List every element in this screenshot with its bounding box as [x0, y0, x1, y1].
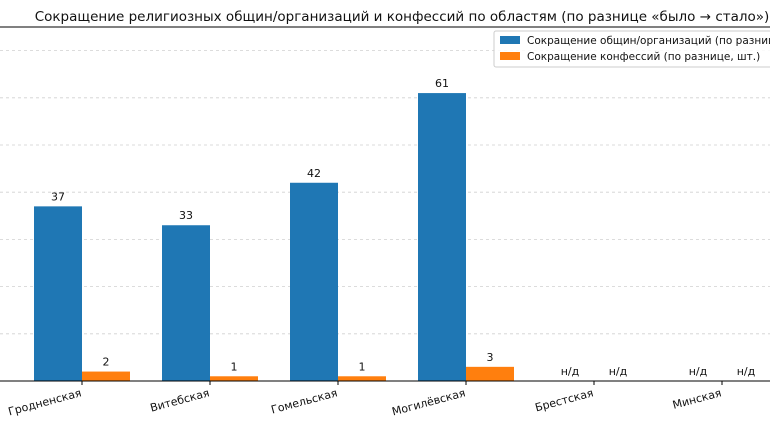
legend-label-communities: Сокращение общин/организаций (по разнице [527, 35, 770, 47]
data-label-communities: н/д [689, 365, 708, 378]
bar-confessions [82, 371, 130, 381]
data-label-communities: 37 [51, 190, 65, 203]
bars [34, 93, 514, 381]
bar-confessions [210, 376, 258, 381]
grid-lines [0, 50, 770, 335]
data-label-confessions: 1 [359, 360, 366, 373]
x-tick-label: Брестская [534, 386, 595, 414]
bar-communities [162, 225, 210, 381]
data-label-confessions: н/д [609, 365, 628, 378]
legend-label-confessions: Сокращение конфессий (по разнице, шт.) [527, 51, 760, 63]
data-labels: 37 2 33 1 42 1 61 3 н/д н/д н/д н/д [51, 77, 756, 378]
x-tick-label: Могилёвская [390, 386, 466, 418]
legend-box [493, 30, 770, 68]
legend-swatch-communities [500, 36, 520, 44]
chart-title: Сокращение религиозных общин/организаций… [35, 9, 770, 25]
data-label-communities: 33 [179, 209, 193, 222]
x-tick-label: Гомельская [270, 386, 339, 416]
data-label-confessions: 1 [231, 360, 238, 373]
bar-communities [418, 93, 466, 381]
data-label-communities: н/д [561, 365, 580, 378]
bar-confessions [338, 376, 386, 381]
x-tick-labels: Гродненская Витебская Гомельская Могилёвска… [7, 381, 723, 418]
x-tick-label: Минская [671, 386, 723, 411]
bar-confessions [466, 366, 514, 381]
bar-communities [34, 206, 82, 381]
data-label-communities: 61 [435, 77, 449, 90]
data-label-confessions: н/д [737, 365, 756, 378]
data-label-communities: 42 [307, 167, 321, 180]
x-tick-label: Гродненская [7, 386, 83, 418]
data-label-confessions: 2 [103, 356, 110, 369]
legend: Сокращение общин/организаций (по разнице… [493, 30, 770, 68]
data-label-confessions: 3 [487, 351, 494, 364]
x-tick-label: Витебская [149, 386, 211, 414]
bar-communities [290, 182, 338, 381]
legend-swatch-confessions [500, 52, 520, 60]
